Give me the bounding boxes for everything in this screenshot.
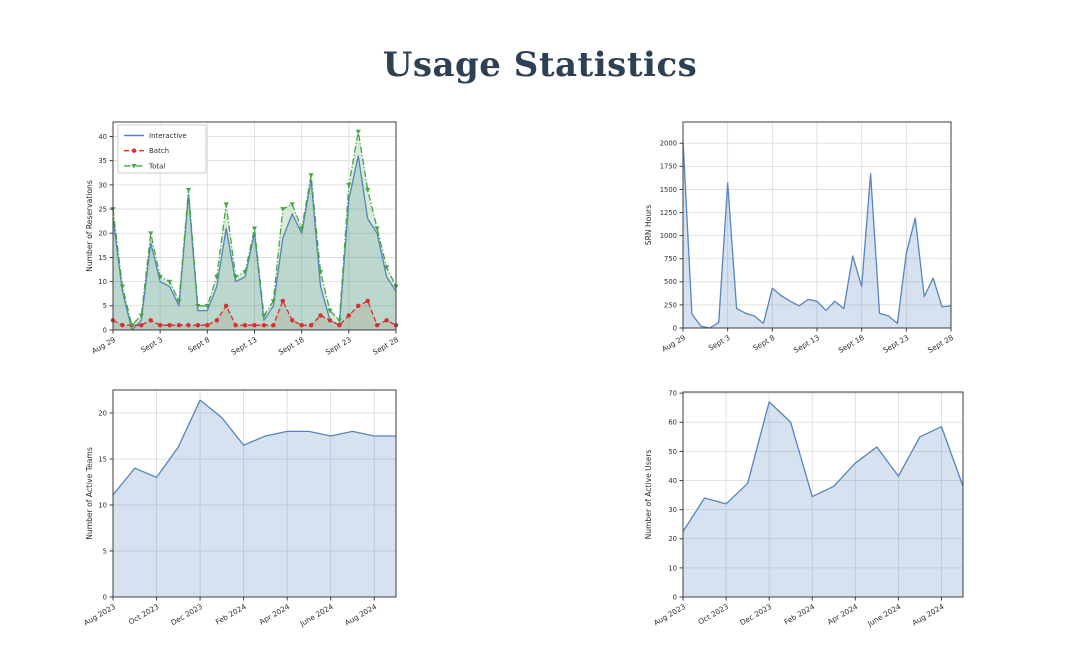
legend: Interactive Batch Total bbox=[117, 124, 207, 174]
svg-text:Apr 2024: Apr 2024 bbox=[826, 602, 860, 627]
svg-text:500: 500 bbox=[664, 278, 677, 286]
x-axis: Aug 29 Sept 3 Sept 8 Sept 13 Sept 18 Sept 23 S… bbox=[660, 328, 955, 355]
y-axis: 0 250 500 750 1000 1250 1500 1750 2000 SRN Hours bbox=[644, 140, 683, 332]
svg-text:0: 0 bbox=[103, 593, 107, 601]
svg-text:Sept 28: Sept 28 bbox=[371, 335, 400, 357]
svg-text:250: 250 bbox=[664, 301, 677, 309]
svg-text:1500: 1500 bbox=[660, 186, 677, 194]
svg-text:70: 70 bbox=[668, 390, 677, 398]
x-axis: Aug 2023 Oct 2023 Dec 2023 Feb 2024 Apr 2024… bbox=[82, 597, 379, 629]
svg-text:40: 40 bbox=[98, 133, 107, 141]
svg-text:35: 35 bbox=[98, 157, 107, 165]
svg-text:1250: 1250 bbox=[660, 209, 677, 217]
svg-text:June 2024: June 2024 bbox=[865, 602, 903, 629]
series-interactive bbox=[113, 155, 396, 330]
svg-text:Sept 23: Sept 23 bbox=[881, 333, 910, 355]
y-axis-label: SRN Hours bbox=[644, 205, 653, 245]
svg-text:Dec 2023: Dec 2023 bbox=[738, 602, 773, 627]
svg-text:Aug 2023: Aug 2023 bbox=[652, 602, 687, 628]
svg-text:0: 0 bbox=[103, 326, 107, 334]
series-batch bbox=[113, 300, 396, 330]
active-teams-figure: 0 5 10 15 20 Number of Active Teams Aug 2023 Oc… bbox=[82, 389, 397, 629]
svg-text:1000: 1000 bbox=[660, 232, 677, 240]
svg-text:40: 40 bbox=[668, 477, 677, 485]
svg-text:10: 10 bbox=[668, 564, 677, 572]
svg-text:5: 5 bbox=[103, 302, 107, 310]
reservations-figure: 0 5 10 15 20 25 30 35 40 Number of Reservations Au… bbox=[85, 121, 400, 357]
svg-text:Oct 2023: Oct 2023 bbox=[697, 602, 731, 627]
svg-text:20: 20 bbox=[98, 409, 107, 417]
y-axis-label: Number of Active Teams bbox=[85, 447, 94, 540]
svg-text:Aug 2024: Aug 2024 bbox=[343, 602, 378, 628]
svg-text:Sept 18: Sept 18 bbox=[837, 333, 866, 355]
series-active-users bbox=[683, 401, 963, 597]
active-users-figure: 0 10 20 30 40 50 60 70 Number of Active Users Aug… bbox=[644, 390, 964, 629]
svg-text:Oct 2023: Oct 2023 bbox=[127, 602, 161, 627]
svg-text:10: 10 bbox=[98, 501, 107, 509]
svg-text:Sept 28: Sept 28 bbox=[926, 333, 955, 355]
srn-hours-chart: 0 250 500 750 1000 1250 1500 1750 2000 SRN Hours A… bbox=[638, 100, 990, 372]
svg-text:0: 0 bbox=[673, 324, 677, 332]
page-title: Usage Statistics bbox=[382, 44, 698, 85]
svg-text:1750: 1750 bbox=[660, 163, 677, 171]
svg-text:25: 25 bbox=[98, 205, 107, 213]
x-axis: Aug 2023 Oct 2023 Dec 2023 Feb 2024 Apr 2024… bbox=[652, 597, 946, 629]
svg-text:Sept 13: Sept 13 bbox=[230, 335, 259, 357]
svg-text:5: 5 bbox=[103, 547, 107, 555]
y-axis: 0 5 10 15 20 Number of Active Teams bbox=[85, 409, 113, 601]
svg-text:750: 750 bbox=[664, 255, 677, 263]
svg-text:30: 30 bbox=[668, 506, 677, 514]
svg-text:Sept 23: Sept 23 bbox=[324, 335, 353, 357]
svg-text:15: 15 bbox=[98, 455, 107, 463]
svg-text:2000: 2000 bbox=[660, 140, 677, 148]
svg-text:Aug 29: Aug 29 bbox=[90, 335, 117, 356]
svg-text:Sept 3: Sept 3 bbox=[707, 333, 732, 353]
plot-border bbox=[112, 389, 397, 598]
y-axis-label: Number of Active Users bbox=[644, 450, 653, 540]
svg-text:15: 15 bbox=[98, 254, 107, 262]
svg-text:Sept 8: Sept 8 bbox=[751, 333, 776, 353]
reservations-chart: 0 5 10 15 20 25 30 35 40 Number of Reservations Au… bbox=[78, 100, 430, 372]
series-srn-hours bbox=[683, 140, 951, 328]
svg-text:Total: Total bbox=[148, 162, 165, 170]
series-line-srn-hours bbox=[682, 140, 952, 329]
y-axis: 0 10 20 30 40 50 60 70 Number of Active Users bbox=[644, 390, 683, 601]
svg-text:Aug 2024: Aug 2024 bbox=[911, 602, 946, 628]
svg-text:Feb 2024: Feb 2024 bbox=[782, 602, 816, 627]
svg-text:Aug 29: Aug 29 bbox=[660, 333, 687, 354]
srn-hours-figure: 0 250 500 750 1000 1250 1500 1750 2000 SRN Hours A… bbox=[644, 121, 955, 355]
svg-text:Sept 18: Sept 18 bbox=[277, 335, 306, 357]
series-line-batch bbox=[110, 298, 399, 328]
svg-text:Feb 2024: Feb 2024 bbox=[214, 602, 248, 627]
y-axis-label: Number of Reservations bbox=[85, 180, 94, 272]
series-line-active-teams bbox=[112, 399, 396, 496]
active-users-chart: 0 10 20 30 40 50 60 70 Number of Active Users Aug… bbox=[638, 372, 990, 646]
svg-text:60: 60 bbox=[668, 419, 677, 427]
series-line-active-users bbox=[682, 401, 964, 532]
svg-text:50: 50 bbox=[668, 448, 677, 456]
plot-border bbox=[682, 391, 964, 598]
svg-text:20: 20 bbox=[98, 230, 107, 238]
svg-text:Batch: Batch bbox=[149, 147, 169, 155]
svg-text:30: 30 bbox=[98, 181, 107, 189]
x-axis: Aug 29 Sept 3 Sept 8 Sept 13 Sept 18 Sept 23 S… bbox=[90, 330, 400, 357]
svg-text:June 2024: June 2024 bbox=[297, 602, 335, 629]
active-teams-chart: 0 5 10 15 20 Number of Active Teams Aug 2023 Oc… bbox=[78, 372, 430, 646]
svg-text:Dec 2023: Dec 2023 bbox=[169, 602, 204, 627]
svg-text:Interactive: Interactive bbox=[149, 132, 187, 140]
svg-text:Apr 2024: Apr 2024 bbox=[258, 602, 292, 627]
svg-text:Sept 8: Sept 8 bbox=[186, 335, 211, 355]
y-axis: 0 5 10 15 20 25 30 35 40 Number of Reservations bbox=[85, 133, 113, 334]
svg-text:Sept 3: Sept 3 bbox=[139, 335, 164, 355]
svg-text:20: 20 bbox=[668, 535, 677, 543]
series-active-teams bbox=[113, 400, 396, 597]
svg-text:0: 0 bbox=[673, 593, 677, 601]
svg-text:10: 10 bbox=[98, 278, 107, 286]
svg-text:Sept 13: Sept 13 bbox=[792, 333, 821, 355]
svg-text:Aug 2023: Aug 2023 bbox=[82, 602, 117, 628]
